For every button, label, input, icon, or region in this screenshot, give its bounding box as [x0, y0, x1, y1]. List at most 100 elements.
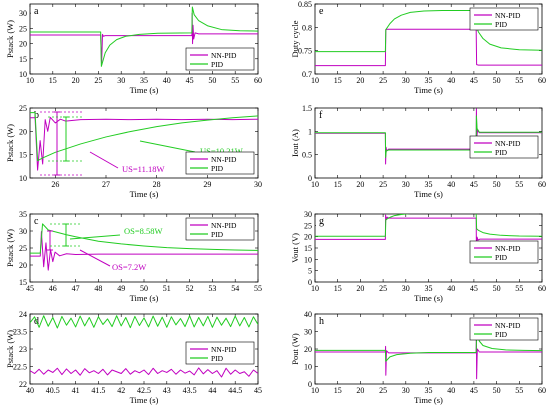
- x-tick-label: 35: [425, 386, 433, 395]
- annotation-arrow: [69, 234, 121, 240]
- y-tick-label: 20: [19, 261, 27, 270]
- series-line-nn-pid: [315, 28, 542, 67]
- x-tick-label: 50: [493, 180, 501, 189]
- x-tick-label: 40: [447, 76, 455, 85]
- series-group: [315, 10, 542, 67]
- x-tick-label: 29: [203, 180, 211, 189]
- x-tick-label: 49: [117, 284, 125, 293]
- x-tick-label: 15: [334, 284, 342, 293]
- legend-label: NN-PID: [211, 155, 237, 164]
- legend-label: NN-PID: [495, 11, 521, 20]
- y-tick-label: 30: [19, 227, 27, 236]
- y-tick-label: 1: [308, 127, 312, 136]
- y-tick-label: 40: [304, 310, 312, 319]
- y-tick-label: 25: [304, 221, 312, 230]
- y-tick-label: 20: [19, 40, 27, 49]
- x-tick-label: 50: [493, 386, 501, 395]
- series-group: [315, 214, 542, 249]
- x-tick-label: 35: [425, 180, 433, 189]
- legend-label: NN-PID: [495, 244, 521, 253]
- panel-letter-bg: [31, 215, 42, 226]
- legend-label: PID: [495, 253, 508, 262]
- annotation-arrow: [89, 151, 119, 169]
- x-tick-label: 44: [208, 386, 216, 395]
- series-line-nn-pid: [30, 367, 258, 378]
- legend-label: PID: [211, 354, 224, 363]
- y-tick-label: 15: [19, 151, 27, 160]
- x-tick-label: 55: [515, 76, 523, 85]
- x-tick-label: 52: [186, 284, 194, 293]
- x-axis-label: Time (s): [414, 293, 443, 303]
- x-tick-label: 55: [515, 386, 523, 395]
- y-tick-label: 22: [19, 380, 27, 389]
- x-tick-label: 15: [334, 76, 342, 85]
- x-tick-label: 46: [49, 284, 57, 293]
- y-tick-label: 0.8: [302, 23, 312, 32]
- annotation-label: US=11.18W: [122, 164, 165, 174]
- series-line-nn-pid: [30, 231, 258, 271]
- y-tick-label: 23.5: [13, 328, 27, 337]
- series-line-pid: [315, 10, 542, 53]
- x-tick-label: 30: [402, 76, 410, 85]
- x-tick-label: 51: [163, 284, 171, 293]
- x-tick-label: 42.5: [137, 386, 151, 395]
- x-tick-label: 53: [208, 284, 216, 293]
- series-line-nn-pid: [315, 108, 542, 165]
- x-tick-label: 25: [379, 76, 387, 85]
- x-tick-label: 20: [356, 284, 364, 293]
- panel-f: 10 15 20 25 30 35 40 45 50 55 60 0 0.5 1 1.5 Time (s) Io…: [290, 104, 546, 199]
- x-tick-label: 20: [356, 386, 364, 395]
- panel-letter-bg: [31, 5, 42, 16]
- x-tick-label: 50: [208, 76, 216, 85]
- x-tick-label: 55: [231, 76, 239, 85]
- x-tick-label: 60: [538, 180, 546, 189]
- legend-label: NN-PID: [495, 321, 521, 330]
- x-tick-label: 55: [254, 284, 262, 293]
- y-axis-label: Duty cycle: [290, 20, 300, 57]
- y-tick-label: 10: [19, 70, 27, 79]
- series-line-nn-pid: [30, 12, 258, 66]
- panel-letter-bg: [316, 5, 327, 16]
- x-tick-label: 40.5: [46, 386, 60, 395]
- y-axis-label: Pstack (W): [5, 124, 15, 162]
- x-tick-label: 55: [515, 284, 523, 293]
- x-tick-label: 10: [26, 76, 34, 85]
- y-tick-label: 20: [19, 127, 27, 136]
- x-tick-label: 40: [163, 76, 171, 85]
- x-tick-label: 25: [379, 284, 387, 293]
- series-group: [30, 223, 258, 271]
- series-group: [30, 315, 258, 378]
- x-axis-label: Time (s): [130, 293, 159, 303]
- y-tick-label: 0: [308, 380, 312, 389]
- x-tick-label: 44.5: [228, 386, 242, 395]
- panel-b: 26 27 28 29 30 10 15 20 25 Time (s) Pstack (W) b US=…: [5, 104, 262, 199]
- y-tick-label: 24: [19, 310, 27, 319]
- y-axis-label: Pstack (W): [5, 20, 15, 58]
- x-tick-label: 43.5: [183, 386, 197, 395]
- x-tick-label: 50: [493, 284, 501, 293]
- x-axis-label: Time (s): [414, 395, 443, 405]
- annotation-label: OS=7.2W: [112, 262, 146, 272]
- legend-label: NN-PID: [211, 345, 237, 354]
- panel-letter: h: [319, 316, 324, 327]
- x-tick-label: 30: [254, 180, 262, 189]
- y-tick-label: 25: [19, 244, 27, 253]
- x-tick-label: 50: [493, 76, 501, 85]
- series-line-pid: [315, 214, 542, 237]
- y-axis-label: Iout (A): [290, 129, 300, 157]
- x-tick-label: 45: [254, 386, 262, 395]
- x-tick-label: 10: [311, 180, 319, 189]
- legend-label: PID: [211, 60, 224, 69]
- y-tick-label: 5: [308, 267, 312, 276]
- x-tick-label: 45: [470, 284, 478, 293]
- series-line-pid: [315, 115, 542, 158]
- x-tick-label: 45: [26, 284, 34, 293]
- legend-label: PID: [495, 20, 508, 29]
- legend-label: PID: [495, 148, 508, 157]
- x-tick-label: 30: [402, 284, 410, 293]
- legend-label: PID: [211, 230, 224, 239]
